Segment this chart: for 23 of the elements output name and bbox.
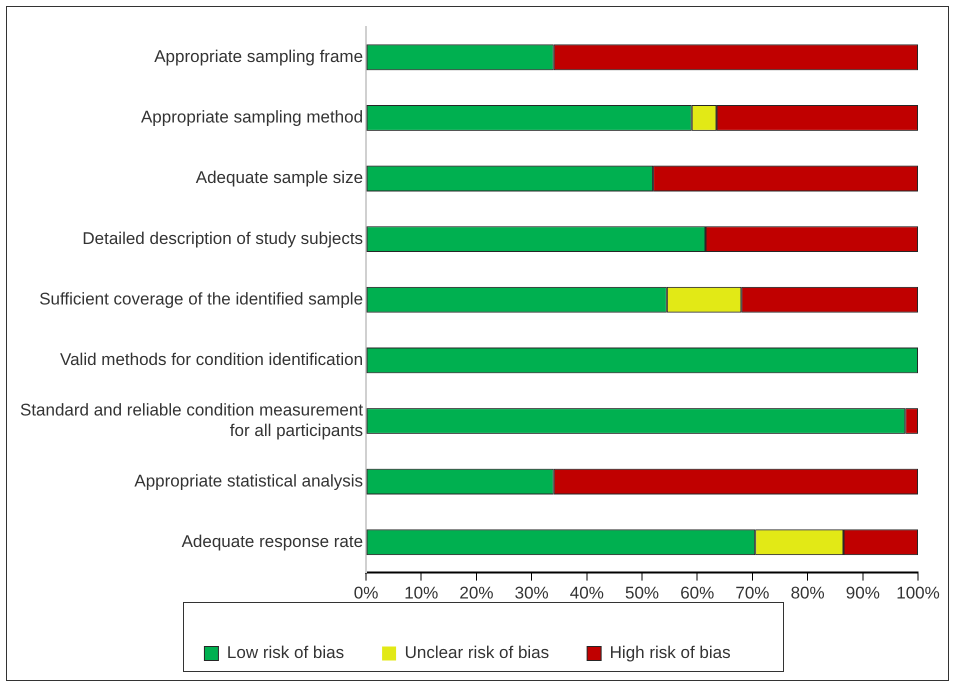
legend-label: Low risk of bias (226, 643, 344, 662)
y-tick-label: Appropriate statistical analysis (134, 471, 364, 490)
legend-label: Unclear risk of bias (404, 643, 550, 662)
x-tick-label: 10% (404, 583, 438, 602)
y-tick-label: Appropriate sampling frame (154, 47, 364, 66)
y-tick-label: Adequate response rate (182, 532, 364, 551)
x-tick-label: 50% (625, 583, 660, 602)
y-tick-label: Sufficient coverage of the identified sample (39, 289, 364, 308)
x-tick-label: 40% (570, 583, 604, 602)
x-tick-label: 30% (514, 583, 549, 602)
x-tick-label: 0% (354, 583, 378, 602)
x-tick-label: 20% (459, 583, 494, 602)
y-tick-label: Detailed description of study subjects (82, 228, 364, 248)
y-tick-label: Appropriate sampling method (140, 108, 364, 127)
x-tick-label: 80% (790, 583, 825, 602)
y-tick-label: Adequate sample size (196, 168, 364, 188)
y-tick-label: Standard and reliable condition measurement for all participants (20, 400, 364, 440)
x-tick-label: 70% (735, 583, 770, 602)
x-tick-label: 100% (896, 583, 940, 602)
x-tick-label: 60% (680, 583, 714, 602)
y-tick-label: Valid methods for condition identification (60, 350, 364, 370)
x-tick-label: 90% (846, 583, 880, 602)
legend-label: High risk of bias (610, 643, 731, 662)
